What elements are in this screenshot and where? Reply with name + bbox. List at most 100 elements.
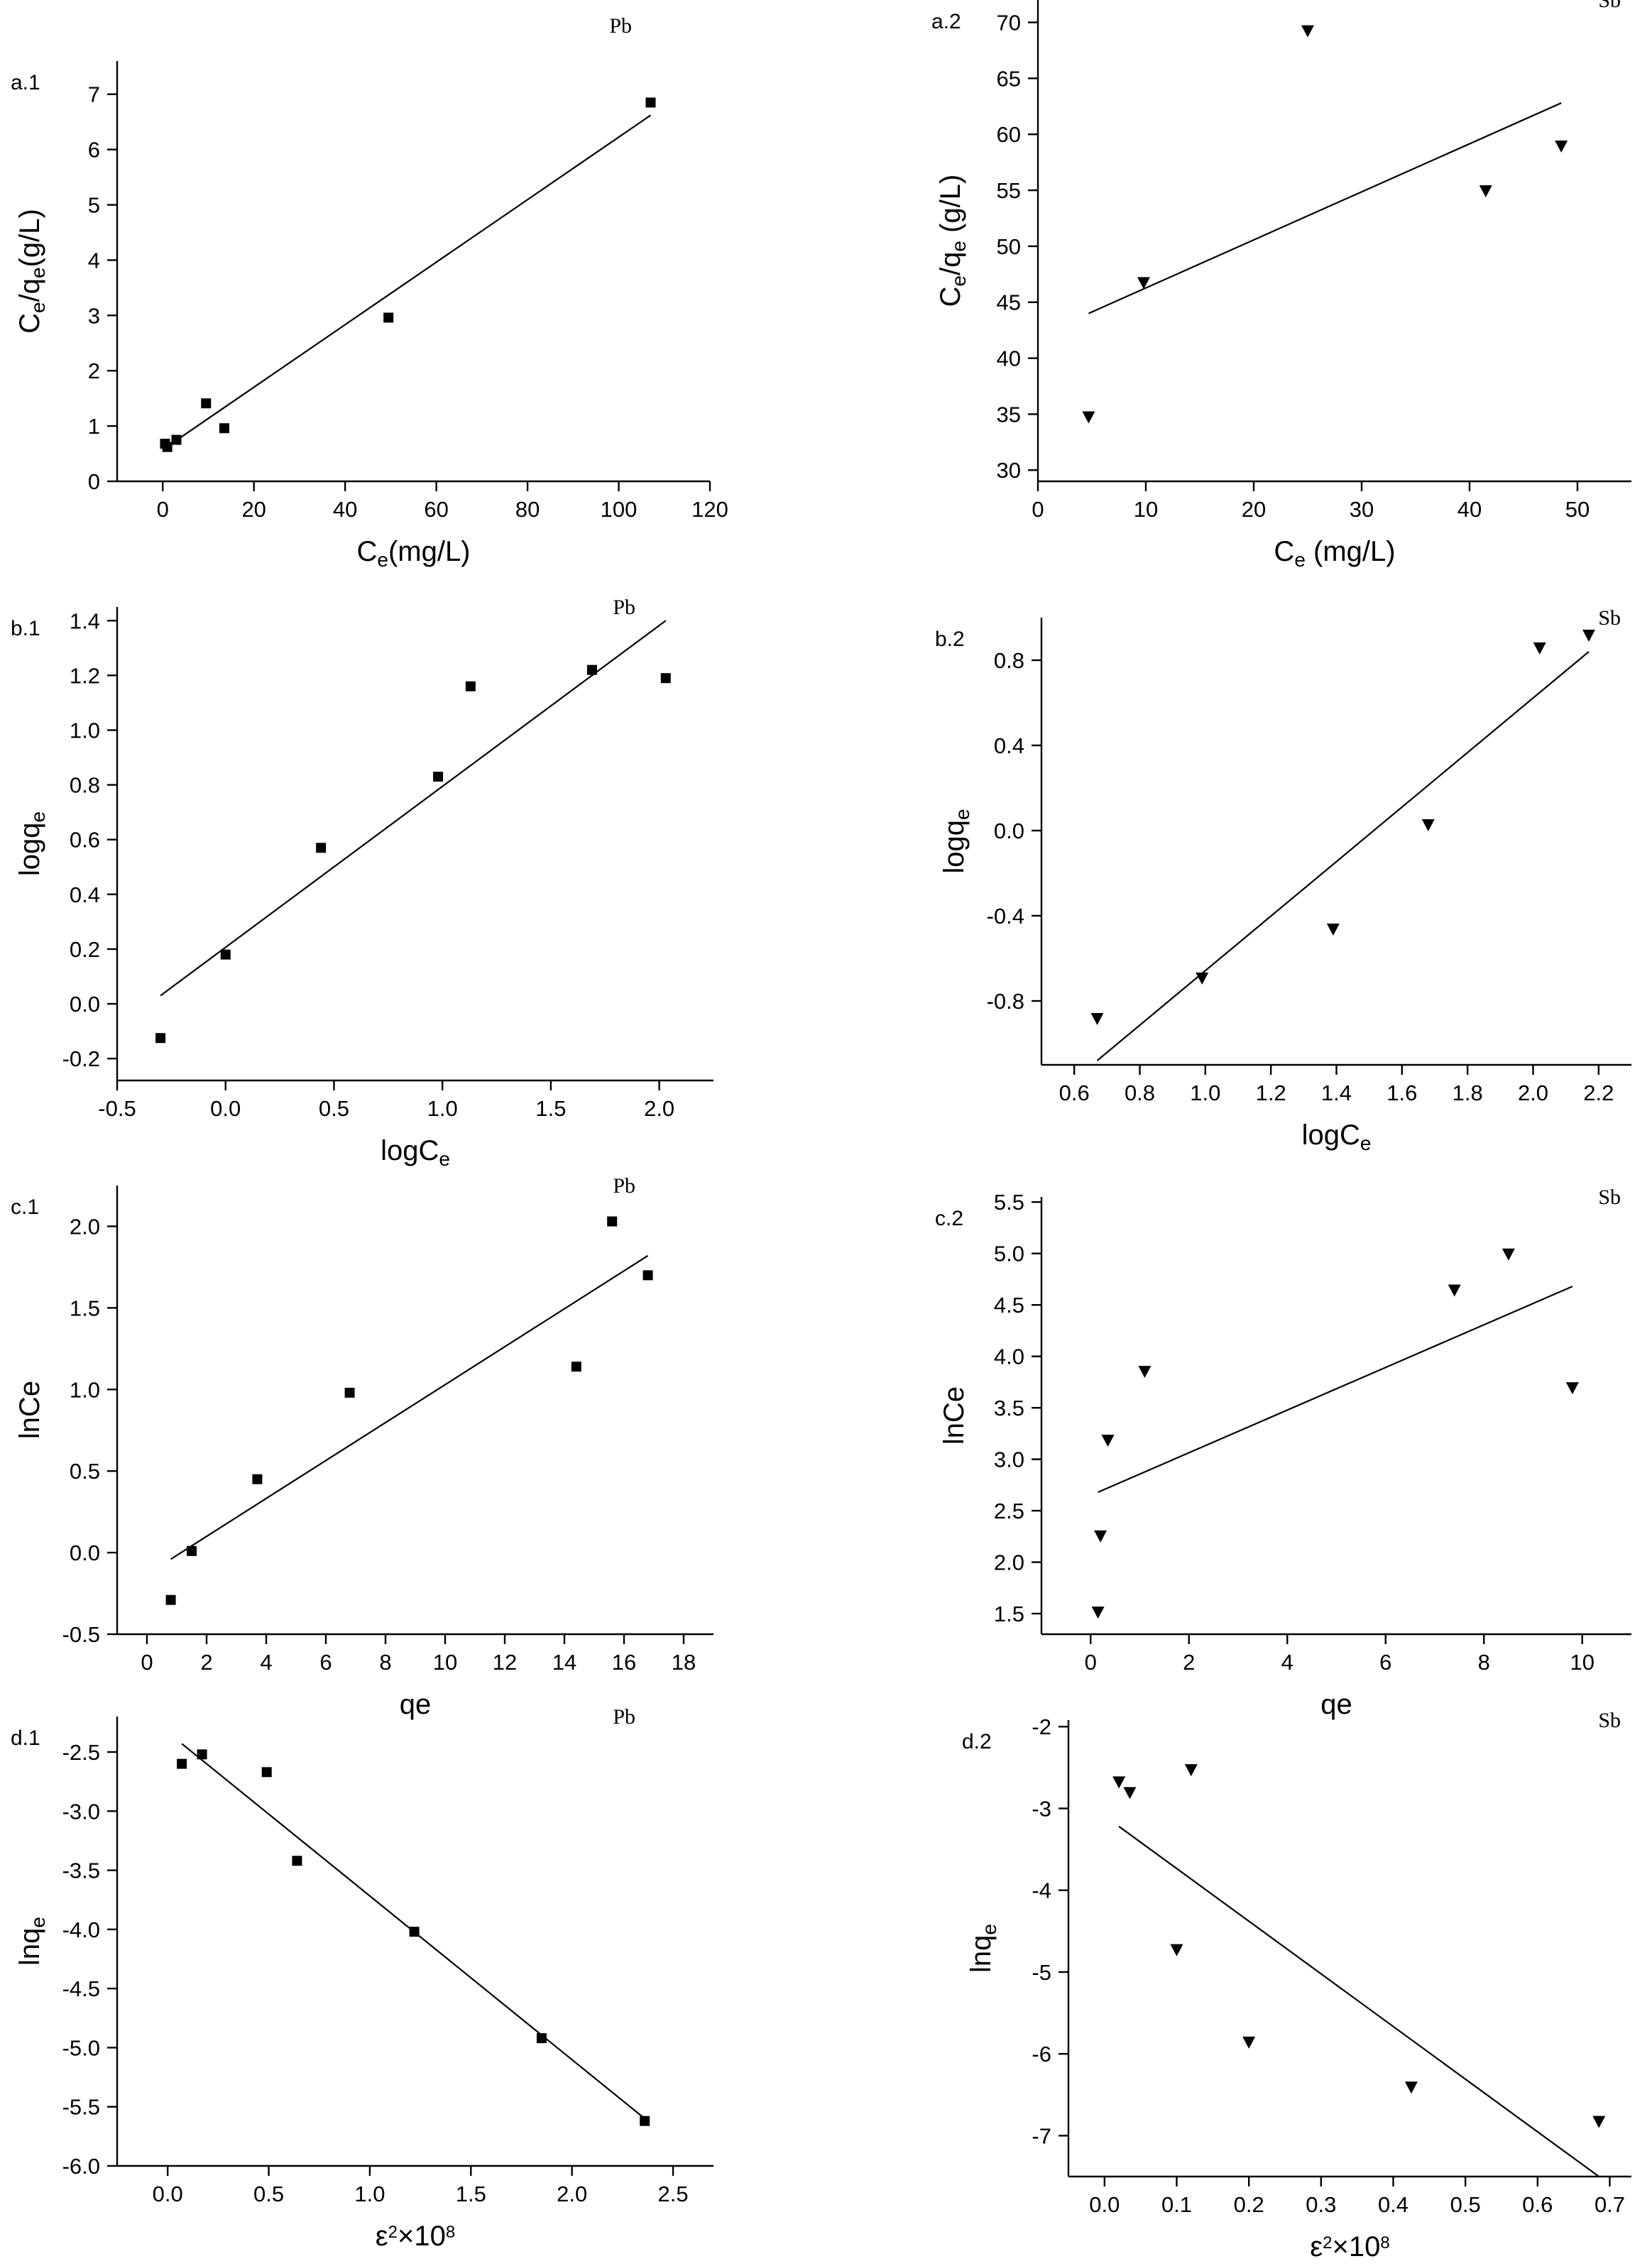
y-tick-label: 0.0 [70, 1540, 100, 1565]
y-tick-label: 0.6 [70, 828, 100, 853]
y-tick-label: 0.4 [994, 733, 1024, 758]
x-tick-label: 50 [1565, 497, 1590, 522]
x-tick-label: 1.0 [1190, 1080, 1220, 1105]
x-tick-label: 0.0 [210, 1096, 241, 1121]
data-point [607, 1216, 618, 1227]
x-tick-label: 0.7 [1594, 2192, 1625, 2217]
y-tick-label: -2 [1032, 1714, 1051, 1739]
data-point [465, 681, 476, 691]
x-tick-label: 0.2 [1234, 2192, 1264, 2217]
y-label-base: lnCe [939, 1386, 970, 1445]
y-label-sub: e [948, 275, 970, 287]
x-tick-label: 0 [141, 1650, 153, 1675]
y-label-sub: e [27, 811, 49, 823]
axes [107, 1717, 713, 2176]
data-point [252, 1474, 263, 1484]
x-tick-label: 30 [1350, 497, 1374, 522]
data-point [536, 2033, 547, 2044]
y-tick-label: -4.0 [62, 1917, 100, 1942]
panel-label: c.2 [935, 1207, 963, 1230]
y-label-sub: e [27, 1917, 49, 1928]
y-tick-label: 2 [88, 358, 100, 383]
axes [1032, 618, 1631, 1075]
x-tick-label: -0.5 [98, 1096, 136, 1121]
x-tick-label: 0.5 [319, 1096, 349, 1121]
y-label-base: lnCe [14, 1381, 45, 1439]
x-tick-label: 2.2 [1583, 1080, 1614, 1105]
data-point [571, 1362, 581, 1372]
x-tick-label: 1.2 [1256, 1080, 1286, 1105]
x-tick-label: 10 [1134, 497, 1158, 522]
x-tick-label: 60 [424, 497, 448, 522]
data-point [219, 423, 229, 434]
data-point [1137, 277, 1150, 290]
y-label-rest2: (g/L) [935, 175, 966, 241]
x-tick-label: 1.8 [1453, 1080, 1483, 1105]
y-axis-label: logqe [14, 811, 49, 876]
x-label-sub: e [439, 1148, 450, 1170]
chart-panel-c1: 0 2 4 6 8 10 12 14 16 18 -0.5 0.0 0.5 1.0 1.5 2.0 qe lnCe… [11, 1174, 713, 1720]
data-point [1184, 1764, 1198, 1777]
y-tick-label: 1.2 [70, 663, 100, 688]
data-point [1582, 630, 1595, 642]
y-label-base: logq [939, 820, 970, 874]
x-tick-label: 8 [379, 1650, 391, 1675]
x-tick-label: 0.1 [1161, 2192, 1192, 2217]
data-point [642, 1270, 653, 1281]
panel-label: b.2 [935, 628, 965, 651]
y-axis-label: logqe [939, 809, 973, 873]
x-tick-label: 0.0 [1089, 2192, 1120, 2217]
x-tick-label: 0.5 [253, 2182, 284, 2206]
y-tick-label: 1.0 [70, 718, 100, 743]
x-label-sub: e [377, 549, 388, 571]
x-label-base: logC [1302, 1120, 1360, 1151]
y-tick-label: 0.8 [70, 773, 100, 798]
x-tick-label: 1.5 [535, 1096, 566, 1121]
x-tick-label: 6 [1379, 1650, 1391, 1675]
y-tick-label: -2.5 [62, 1740, 100, 1765]
x-tick-label: 2.5 [657, 2182, 688, 2206]
x-tick-label: 1.0 [427, 1096, 458, 1121]
x-tick-label: 2.0 [557, 2182, 587, 2206]
y-tick-label: -6.0 [62, 2154, 100, 2179]
y-tick-label: 6 [88, 138, 100, 163]
y-label-rest2: (g/L) [14, 209, 45, 267]
y-axis-label: Ce/qe(g/L) [14, 209, 49, 334]
data-point [316, 843, 327, 853]
y-tick-label: -5.5 [62, 2095, 100, 2120]
x-tick-label: 4 [260, 1650, 272, 1675]
x-tick-label: 1.4 [1321, 1080, 1352, 1105]
axes [107, 607, 713, 1090]
y-tick-label: 3 [88, 303, 100, 328]
data-point [660, 673, 671, 684]
data-point [1533, 642, 1546, 655]
y-tick-label: -7 [1032, 2123, 1051, 2148]
fit-line [170, 1254, 649, 1560]
axes [1059, 1720, 1631, 2186]
data-point [1101, 1435, 1115, 1447]
x-tick-label: 1.0 [354, 2182, 385, 2206]
y-axis-label: lnqe [966, 1924, 1000, 1973]
data-point [165, 1594, 176, 1605]
data-point [187, 1545, 197, 1556]
data-point [1592, 2116, 1606, 2128]
x-label-rest: ×10 [398, 2221, 446, 2252]
x-label-base: qe [1320, 1689, 1352, 1720]
data-point [1242, 2036, 1256, 2049]
y-tick-label: -4.5 [62, 1976, 100, 2001]
x-tick-label: 4 [1281, 1650, 1293, 1675]
data-point [1091, 1607, 1105, 1619]
y-tick-label: 45 [997, 290, 1021, 315]
x-label-sup: 2 [388, 2223, 398, 2242]
x-label-base: ε [376, 2221, 388, 2252]
x-tick-label: 0 [157, 497, 169, 522]
y-tick-label: -3 [1032, 1796, 1051, 1821]
data-point [1196, 973, 1209, 985]
x-tick-label: 14 [552, 1650, 576, 1675]
y-tick-label: 0.5 [70, 1459, 100, 1484]
data-point [1565, 1382, 1579, 1395]
data-point [197, 1749, 207, 1760]
y-label-sub2: e [948, 241, 970, 252]
y-tick-label: 1.0 [70, 1377, 100, 1402]
x-axis-label: Ce (mg/L) [1274, 536, 1395, 571]
